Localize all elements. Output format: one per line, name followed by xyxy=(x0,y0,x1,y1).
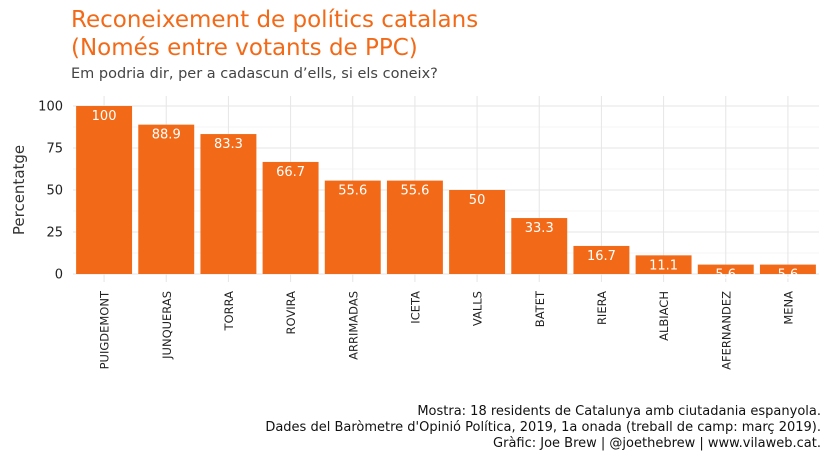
x-tick-label: BATET xyxy=(533,290,547,327)
bar xyxy=(449,190,506,274)
chart-title: Reconeixement de polítics catalans (Nomé… xyxy=(71,6,478,62)
x-tick-label: ARRIMADAS xyxy=(346,291,360,360)
chart-title-line-2: (Només entre votants de PPC) xyxy=(71,35,418,61)
x-tick-label: ICETA xyxy=(408,291,422,324)
y-tick-label: 25 xyxy=(46,226,63,241)
bar-value-label: 83.3 xyxy=(214,137,243,152)
bar-value-label: 50 xyxy=(469,193,486,208)
bar xyxy=(76,106,133,274)
bar xyxy=(262,161,319,274)
x-tick-label: ROVIRA xyxy=(284,291,298,335)
x-tick-label: AFERNANDEZ xyxy=(719,291,733,370)
bar xyxy=(200,134,257,274)
bar-value-label: 33.3 xyxy=(525,221,554,236)
caption-line-source: Dades del Baròmetre d'Opinió Política, 2… xyxy=(265,420,821,435)
bar xyxy=(697,264,754,274)
x-tick-label: RIERA xyxy=(595,291,609,325)
x-tick-label: VALLS xyxy=(471,291,485,326)
x-tick-label: ALBIACH xyxy=(657,291,671,341)
chart-title-line-1: Reconeixement de polítics catalans xyxy=(71,7,479,33)
bar-value-label: 16.7 xyxy=(587,249,616,264)
bar-value-label: 5.6 xyxy=(715,268,736,283)
bar-value-label: 5.6 xyxy=(778,268,799,283)
bar xyxy=(759,264,816,274)
bar-value-label: 88.9 xyxy=(152,128,181,143)
y-tick-label: 75 xyxy=(46,142,63,157)
bar-value-label: 66.7 xyxy=(276,165,305,180)
bar xyxy=(635,255,692,274)
x-tick-label: TORRA xyxy=(222,291,236,332)
bar xyxy=(511,218,568,274)
caption-line-sample: Mostra: 18 residents de Catalunya amb ci… xyxy=(417,404,821,419)
y-tick-label: 0 xyxy=(55,268,63,283)
bar xyxy=(386,180,443,274)
bar-value-label: 55.6 xyxy=(400,184,429,199)
x-tick-label: PUIGDEMONT xyxy=(98,290,112,369)
bar xyxy=(138,124,195,274)
caption-line-credit: Gràfic: Joe Brew | @joethebrew | www.vil… xyxy=(493,436,821,451)
bar-value-label: 100 xyxy=(92,109,117,124)
y-tick-label: 100 xyxy=(38,100,63,115)
bar xyxy=(324,180,381,274)
chart-subtitle: Em podria dir, per a cadascun d’ells, si… xyxy=(71,66,438,82)
bar-value-label: 11.1 xyxy=(649,258,678,273)
bar-value-label: 55.6 xyxy=(338,184,367,199)
x-tick-label: JUNQUERAS xyxy=(160,291,174,360)
bar-chart: 0 25 50 75 100 100 88.9 83.3 66.7 55.6 55.6 50 33.3 1… xyxy=(10,96,819,370)
bar xyxy=(573,245,630,274)
y-axis-label: Percentatge xyxy=(10,145,28,235)
y-tick-label: 50 xyxy=(46,184,63,199)
x-tick-label: MENA xyxy=(781,291,795,325)
chart-caption: Mostra: 18 residents de Catalunya amb ci… xyxy=(265,404,821,452)
